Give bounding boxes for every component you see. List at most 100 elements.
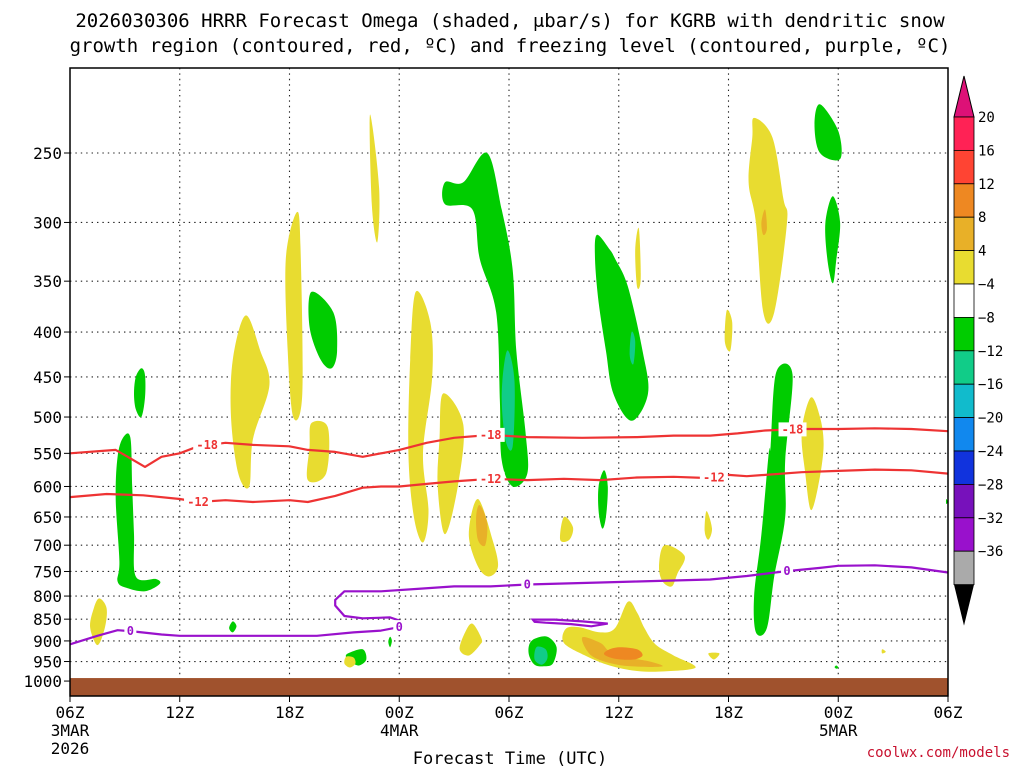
contour-minus12	[69, 468, 949, 504]
omega-shade-pos4	[437, 393, 464, 535]
colorbar-swatch	[953, 517, 975, 552]
omega-shade-neg8	[629, 331, 636, 365]
colorbar-swatch	[953, 450, 975, 485]
colorbar-label: −20	[978, 411, 1003, 427]
chart-title-line2: growth region (contoured, red, ºC) and f…	[70, 35, 951, 57]
y-tick-label: 750	[33, 562, 62, 581]
omega-shade-pos4	[658, 544, 685, 587]
contour-label-bg	[699, 470, 728, 485]
colorbar-label: 20	[978, 110, 995, 126]
omega-shade-neg4	[388, 636, 392, 648]
x-tick-label: 06Z	[56, 703, 85, 722]
x-tick-label: 12Z	[165, 703, 194, 722]
colorbar-top-arrow	[953, 75, 975, 118]
contour-label-bg	[193, 438, 222, 453]
omega-shade-pos8	[476, 505, 488, 547]
colorbar-swatch	[953, 350, 975, 385]
omega-shade-pos4	[459, 623, 483, 656]
colorbar-label: −12	[978, 344, 1003, 360]
y-tick-label: 700	[33, 536, 62, 555]
y-tick-label: 350	[33, 272, 62, 291]
omega-shade-pos4	[748, 117, 788, 324]
omega-shade-pos4	[635, 227, 641, 289]
y-tick-label: 400	[33, 323, 62, 342]
omega-shade-pos4	[408, 290, 433, 543]
x-tick-date: 3MAR	[51, 721, 90, 740]
y-tick-label: 550	[33, 444, 62, 463]
omega-shade-pos4	[560, 516, 574, 542]
y-axis-ticks: 250 300 350 400 450 500 550 600 650 700 750 800 850 9…	[23, 144, 70, 691]
omega-shade-pos4	[230, 315, 270, 489]
omega-shade-pos8	[761, 209, 767, 236]
contour-label-minus12: -12	[187, 495, 209, 509]
x-tick-date: 5MAR	[819, 721, 858, 740]
colorbar-label: 16	[978, 143, 995, 159]
y-tick-label: 950	[33, 653, 62, 672]
y-tick-label: 1000	[23, 672, 62, 691]
colorbar-label: −36	[978, 544, 1003, 560]
omega-shade-neg4	[753, 363, 793, 636]
y-tick-label: 850	[33, 610, 62, 629]
y-tick-label: 900	[33, 632, 62, 651]
colorbar-label: −28	[978, 477, 1003, 493]
chart-title-line1: 2026030306 HRRR Forecast Omega (shaded, …	[75, 10, 945, 32]
colorbar-swatch	[953, 550, 975, 586]
contour-label-bg	[778, 422, 807, 437]
x-tick-label: 06Z	[934, 703, 963, 722]
y-tick-label: 450	[33, 368, 62, 387]
y-tick-label: 500	[33, 408, 62, 427]
omega-shade-pos4	[344, 656, 356, 668]
colorbar-swatch	[953, 116, 975, 151]
omega-shading	[90, 104, 948, 672]
colorbar: 20 16 12 8 4 −4 −8 −12 −16 −20 −24 −28 −32 −36	[953, 75, 1003, 626]
omega-shade-pos4	[801, 397, 824, 511]
colorbar-swatch	[953, 250, 975, 285]
contour-label-bg	[476, 471, 505, 486]
contour-label-zero: 0	[524, 577, 531, 591]
omega-shade-pos4	[881, 649, 886, 654]
colorbar-label: 8	[978, 210, 986, 226]
omega-shade-pos4	[708, 652, 720, 660]
omega-shade-pos4	[285, 211, 303, 421]
omega-shade-neg4	[308, 291, 338, 369]
contour-label-minus18: -18	[480, 428, 502, 442]
omega-shade-neg4	[134, 368, 146, 418]
omega-shade-neg8	[501, 350, 515, 451]
contour-label-zero: 0	[127, 624, 134, 638]
omega-shade-pos4	[724, 309, 733, 352]
colorbar-label: −16	[978, 377, 1003, 393]
contour-zero	[69, 564, 949, 646]
contour-label-bg	[476, 427, 505, 442]
y-tick-label: 300	[33, 213, 62, 232]
colorbar-label: −24	[978, 444, 1003, 460]
omega-shade-neg4	[825, 196, 841, 284]
omega-shade-neg4	[229, 621, 237, 633]
contour-labels: 0 0 0 0 -12 -12 -12 -18 -18 -18	[124, 422, 807, 639]
ground-layer	[70, 678, 948, 696]
y-tick-label: 600	[33, 477, 62, 496]
contour-label-minus12: -12	[703, 470, 725, 484]
colorbar-swatch	[953, 216, 975, 251]
omega-shade-pos4	[704, 511, 713, 540]
x-tick-date: 4MAR	[380, 721, 419, 740]
x-tick-label: 00Z	[385, 703, 414, 722]
colorbar-label: −4	[978, 277, 995, 293]
colorbar-swatch	[953, 316, 975, 352]
ground-fill	[70, 678, 948, 696]
credit-text: coolwx.com/models	[867, 745, 1010, 761]
contour-label-zero: 0	[783, 564, 790, 578]
x-tick-label: 18Z	[714, 703, 743, 722]
contour-zero-loop	[530, 618, 608, 628]
y-tick-label: 800	[33, 587, 62, 606]
omega-shade-neg8	[534, 646, 548, 665]
x-tick-label: 00Z	[824, 703, 853, 722]
x-tick-label: 06Z	[495, 703, 524, 722]
colorbar-label: −8	[978, 310, 995, 326]
contour-label-minus18: -18	[196, 438, 218, 452]
omega-shade-neg4	[594, 234, 649, 421]
contour-label-bg	[184, 495, 213, 510]
colorbar-swatch	[953, 283, 975, 318]
colorbar-label: −32	[978, 511, 1003, 527]
x-tick-label: 18Z	[275, 703, 304, 722]
